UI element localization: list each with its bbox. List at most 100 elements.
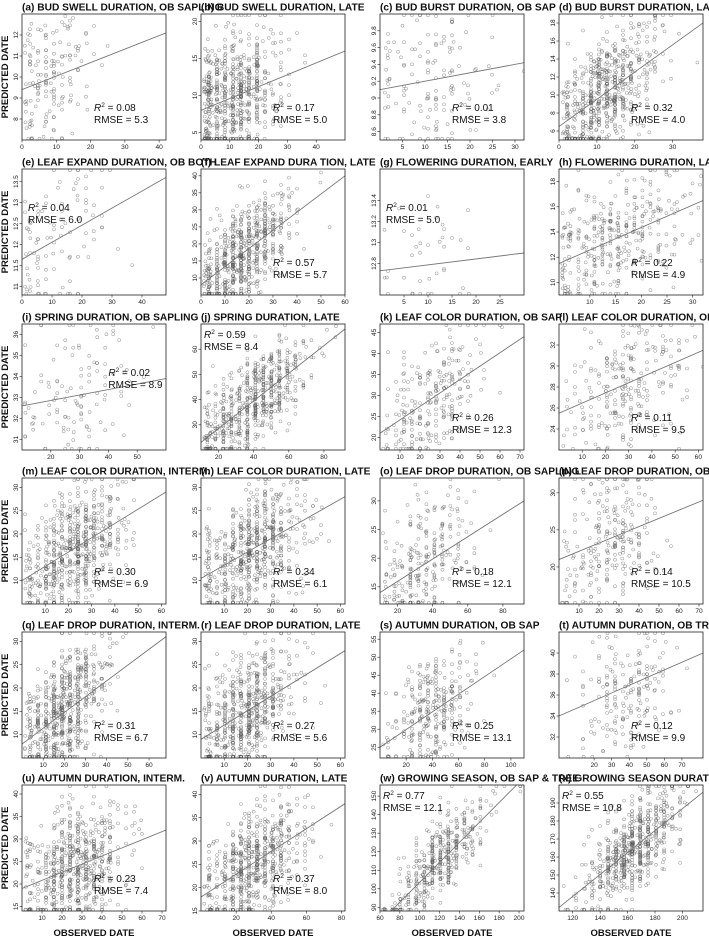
data-point [685,366,689,371]
data-point [211,123,216,127]
x-tick-label: 10 [53,144,61,151]
data-point [629,122,633,127]
y-tick-label: 13 [371,239,378,247]
data-point [653,19,657,23]
rmse-e: RMSE = 6.0 [28,215,83,226]
data-point [648,179,653,184]
data-point [95,519,100,524]
data-point [561,277,566,281]
data-point [239,38,243,42]
panel-title-b: (b) BUD SWELL DURATION, LATE [201,3,365,14]
regression-line-a [22,32,166,91]
data-point [204,129,208,133]
data-point [608,233,612,237]
data-point [237,441,242,446]
data-point [590,107,594,111]
data-point [589,346,593,350]
data-point [458,371,462,375]
data-point [247,272,251,277]
data-point [217,285,222,289]
data-point [245,397,250,401]
data-point [255,46,259,50]
data-point [35,261,39,265]
data-point [87,410,92,414]
data-point [268,207,272,212]
data-point [623,379,628,383]
data-point [619,260,623,265]
data-point [69,93,73,98]
data-point [235,67,240,72]
data-point [659,207,663,212]
data-point [108,532,112,536]
data-point [569,89,573,94]
data-point [629,354,633,359]
regression-line-h [559,200,703,264]
data-point [40,569,45,574]
data-point [631,25,636,30]
data-point [203,114,207,119]
data-point [586,255,590,259]
data-point [416,365,420,370]
data-point [605,136,609,140]
data-point [255,48,259,52]
data-point [474,324,478,328]
data-point [205,60,209,64]
data-point [235,230,240,234]
data-point [84,31,88,35]
data-point [564,291,569,295]
data-point [422,125,426,130]
data-point [119,389,123,394]
data-point [597,414,601,418]
data-point [49,81,53,86]
data-point [271,50,275,55]
data-point [583,93,588,97]
data-point [285,390,290,394]
regression-line-e [22,177,166,260]
data-point [468,394,473,398]
data-point [43,23,47,28]
data-point [613,60,617,64]
data-point [458,238,463,242]
data-point [301,339,306,344]
data-point [612,110,617,114]
data-point [245,117,250,122]
data-point [100,185,104,190]
data-point [647,130,652,135]
data-point [576,105,580,110]
data-point [203,243,207,247]
data-point [253,403,258,407]
data-point [410,433,414,438]
data-point [623,105,627,110]
y-tick-label: 33 [13,394,20,402]
data-point [632,216,637,221]
data-point [603,424,607,428]
data-point [426,60,430,65]
data-point [677,341,681,346]
data-point [255,209,259,213]
data-point [219,235,223,239]
data-point [613,402,617,407]
data-point [634,238,638,243]
data-point [565,129,569,134]
data-point [617,366,621,371]
data-point [242,263,246,267]
data-point [292,354,297,358]
data-point [656,273,661,278]
data-point [223,246,228,250]
data-point [625,178,629,183]
data-point [44,32,48,37]
data-point [616,225,621,230]
data-point [565,112,569,116]
data-point [60,575,64,580]
data-point [271,361,275,365]
data-point [226,266,230,271]
data-point [466,83,470,88]
data-point [303,355,308,359]
data-point [616,421,621,426]
data-point [621,99,625,103]
data-point [49,235,53,240]
data-point [634,53,639,58]
data-point [233,267,237,271]
data-point [238,384,243,389]
data-point [79,373,83,378]
